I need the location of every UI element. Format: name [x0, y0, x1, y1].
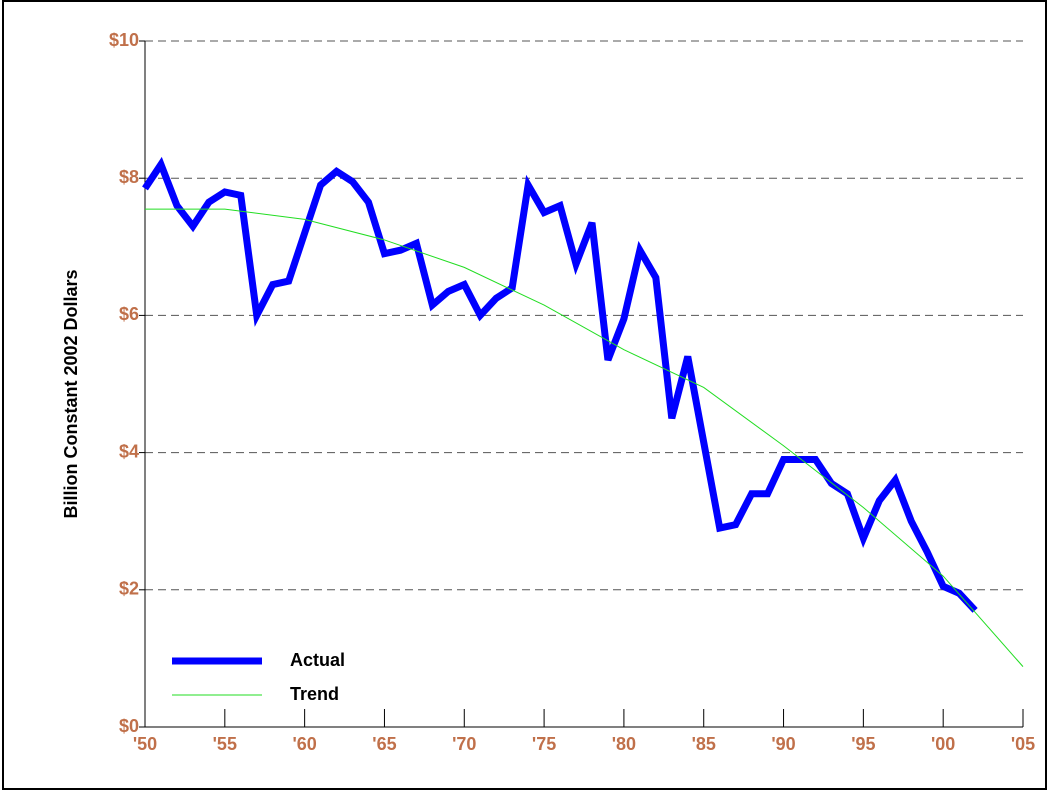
y-tick-label: $2: [119, 579, 139, 599]
y-tick-label: $6: [119, 304, 139, 324]
x-tick-label: '50: [133, 734, 157, 754]
x-tick-label: '95: [851, 734, 875, 754]
legend-label: Trend: [290, 684, 339, 704]
x-tick-label: '00: [931, 734, 955, 754]
y-tick-label: $8: [119, 167, 139, 187]
x-tick-label: '90: [771, 734, 795, 754]
y-axis-label: Billion Constant 2002 Dollars: [61, 269, 81, 518]
x-tick-label: '75: [532, 734, 556, 754]
y-tick-label: $10: [109, 30, 139, 50]
line-series: [142, 156, 978, 613]
x-tick-label: '55: [213, 734, 237, 754]
x-tick-label: '60: [292, 734, 316, 754]
line-series: [145, 208, 1024, 667]
x-tick-label: '85: [692, 734, 716, 754]
x-tick-label: '05: [1011, 734, 1035, 754]
x-tick-label: '65: [372, 734, 396, 754]
legend-label: Actual: [290, 650, 345, 670]
y-tick-label: $4: [119, 441, 139, 461]
x-tick-label: '80: [612, 734, 636, 754]
x-tick-label: '70: [452, 734, 476, 754]
y-tick-label: $0: [119, 716, 139, 736]
